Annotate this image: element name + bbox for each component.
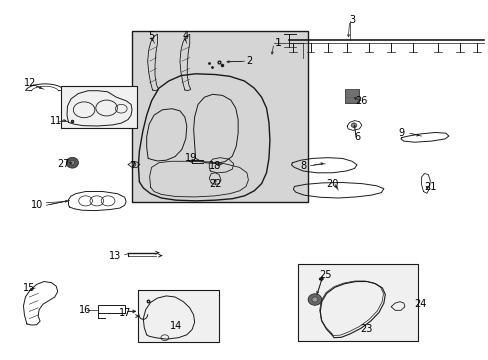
Text: 25: 25 bbox=[318, 270, 331, 280]
Text: 9: 9 bbox=[397, 128, 403, 138]
Text: 20: 20 bbox=[325, 179, 338, 189]
Text: 10: 10 bbox=[30, 200, 43, 210]
Text: 17: 17 bbox=[118, 308, 131, 318]
Text: 5: 5 bbox=[148, 31, 154, 41]
Circle shape bbox=[318, 277, 323, 281]
Text: 24: 24 bbox=[413, 299, 426, 309]
Text: 3: 3 bbox=[348, 15, 354, 25]
Text: 14: 14 bbox=[169, 321, 182, 331]
Text: 27: 27 bbox=[57, 159, 70, 169]
Text: 6: 6 bbox=[353, 132, 359, 142]
Text: 22: 22 bbox=[208, 179, 221, 189]
Text: 1: 1 bbox=[275, 38, 282, 48]
Text: 2: 2 bbox=[246, 56, 252, 66]
Bar bbox=[132, 31, 307, 202]
Text: 23: 23 bbox=[360, 324, 372, 334]
Bar bbox=[345, 89, 358, 103]
Ellipse shape bbox=[66, 157, 78, 168]
Ellipse shape bbox=[70, 161, 75, 165]
Bar bbox=[61, 86, 137, 128]
Text: 21: 21 bbox=[423, 182, 436, 192]
Bar bbox=[98, 305, 124, 313]
Text: 11: 11 bbox=[50, 116, 62, 126]
Ellipse shape bbox=[311, 297, 317, 302]
Text: 19: 19 bbox=[184, 153, 197, 163]
Text: 16: 16 bbox=[79, 305, 92, 315]
Text: 18: 18 bbox=[208, 161, 221, 171]
Text: 8: 8 bbox=[300, 161, 305, 171]
Text: 4: 4 bbox=[183, 31, 188, 41]
Text: 13: 13 bbox=[108, 251, 121, 261]
Bar bbox=[138, 290, 218, 342]
Text: 7: 7 bbox=[129, 161, 135, 171]
Text: 12: 12 bbox=[24, 78, 37, 88]
Bar bbox=[298, 264, 417, 341]
Circle shape bbox=[350, 123, 356, 127]
Ellipse shape bbox=[307, 294, 321, 305]
Text: 15: 15 bbox=[23, 283, 36, 293]
Ellipse shape bbox=[132, 163, 136, 166]
Text: 26: 26 bbox=[355, 96, 367, 106]
